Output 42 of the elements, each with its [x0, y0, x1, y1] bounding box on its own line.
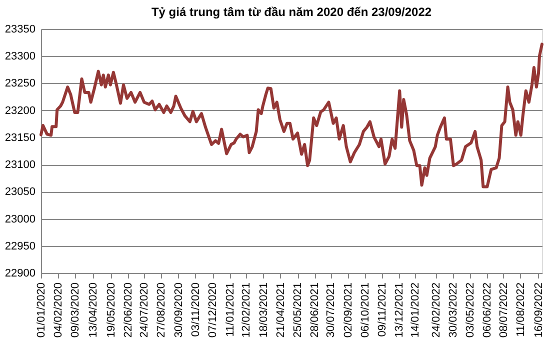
- x-tick-label: 06/06/2022: [482, 282, 494, 338]
- y-tick-label: 22900: [4, 268, 36, 280]
- y-tick-label: 23050: [4, 186, 36, 198]
- x-tick-label: 18/03/2021: [258, 282, 270, 338]
- x-tick-label: 24/07/2020: [138, 282, 151, 338]
- y-tick-label: 23350: [4, 24, 36, 36]
- y-tick-label: 22950: [4, 240, 36, 252]
- line-series: [40, 42, 544, 188]
- x-tick-label: 28/06/2021: [309, 282, 322, 338]
- x-tick-label: 07/12/2020: [207, 282, 220, 338]
- x-tick-label: 01/01/2020: [36, 282, 48, 338]
- x-tick-label: 24/02/2022: [430, 282, 442, 338]
- y-tick-label: 23000: [4, 213, 36, 226]
- y-tick-label: 23150: [4, 132, 36, 144]
- y-tick-label: 23300: [4, 50, 36, 63]
- x-tick-label: 11/08/2022: [514, 282, 527, 337]
- y-tick-label: 23250: [4, 78, 36, 90]
- x-tick-label: 03/05/2022: [464, 282, 477, 338]
- y-tick-label: 23200: [4, 104, 36, 117]
- x-tick-label: 02/09/2021: [342, 282, 354, 338]
- x-tick-label: 30/09/2020: [172, 282, 185, 338]
- x-tick-label: 13/12/2021: [394, 282, 406, 338]
- x-tick-label: 08/07/2022: [498, 282, 510, 338]
- x-tick-label: 12/02/2021: [240, 282, 253, 338]
- x-tick-label: 30/07/2021: [325, 282, 338, 338]
- x-tick-label: 04/02/2020: [52, 282, 65, 338]
- x-tick-label: 09/11/2021: [376, 282, 389, 337]
- y-tick-label: 23100: [4, 159, 36, 172]
- x-tick-label: 03/11/2020: [190, 282, 202, 337]
- x-tick-label: 16/09/2022: [532, 282, 545, 338]
- x-tick-label: 06/10/2021: [359, 282, 372, 338]
- x-tick-label: 11/01/2021: [224, 282, 237, 337]
- x-tick-label: 19/05/2020: [105, 282, 118, 338]
- chart-title: Tỷ giá trung tâm từ đầu năm 2020 đến 23/09/2022: [151, 5, 432, 19]
- x-tick-label: 14/01/2022: [410, 282, 422, 338]
- x-tick-label: 13/04/2020: [87, 282, 100, 338]
- x-tick-label: 09/03/2020: [70, 282, 82, 338]
- x-tick-label: 30/03/2022: [447, 282, 460, 338]
- x-tick-label: 27/08/2020: [156, 282, 168, 338]
- x-tick-label: 22/06/2020: [122, 282, 135, 338]
- x-tick-label: 21/04/2021: [274, 282, 287, 338]
- x-tick-label: 25/05/2021: [292, 282, 304, 338]
